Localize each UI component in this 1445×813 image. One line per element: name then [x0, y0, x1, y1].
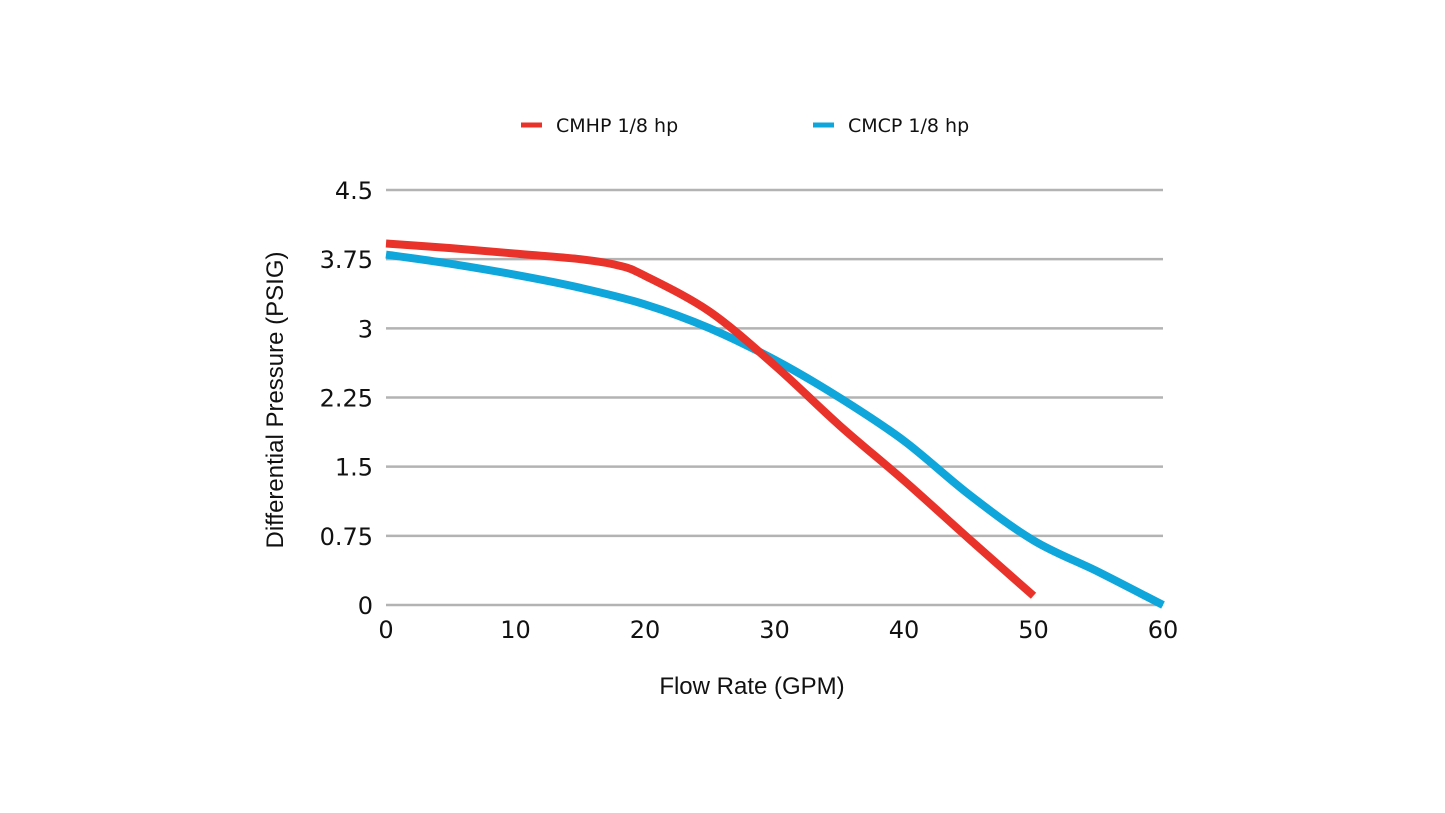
y-tick-label: 2.25	[320, 385, 373, 413]
series-line-cmcp	[385, 250, 1165, 609]
x-tick-label: 40	[889, 616, 920, 644]
y-tick-label: 3	[358, 315, 373, 343]
legend-label: CMHP 1/8 hp	[556, 115, 678, 137]
x-tick-label: 20	[630, 616, 661, 644]
x-tick-label: 50	[1018, 616, 1049, 644]
y-tick-label: 1.5	[335, 454, 373, 482]
series-lines	[385, 239, 1165, 609]
y-axis-title: Differential Pressure (PSIG)	[262, 252, 289, 549]
x-tick-label: 10	[500, 616, 531, 644]
y-tick-label: 0.75	[320, 523, 373, 551]
x-axis-ticks: 0 10 20 30 40 50 60	[378, 616, 1178, 644]
gridlines	[386, 188, 1163, 607]
series-line-cmhp	[385, 239, 1037, 599]
x-axis-title: Flow Rate (GPM)	[659, 673, 844, 700]
x-tick-label: 60	[1148, 616, 1179, 644]
legend-label: CMCP 1/8 hp	[848, 115, 969, 137]
y-tick-label: 4.5	[335, 177, 373, 205]
x-tick-label: 0	[378, 616, 393, 644]
y-tick-label: 3.75	[320, 246, 373, 274]
x-tick-label: 30	[759, 616, 790, 644]
y-tick-label: 0	[358, 592, 373, 620]
legend: CMHP 1/8 hp CMCP 1/8 hp	[521, 115, 969, 137]
y-axis-ticks: 0 0.75 1.5 2.25 3 3.75 4.5	[320, 177, 373, 620]
